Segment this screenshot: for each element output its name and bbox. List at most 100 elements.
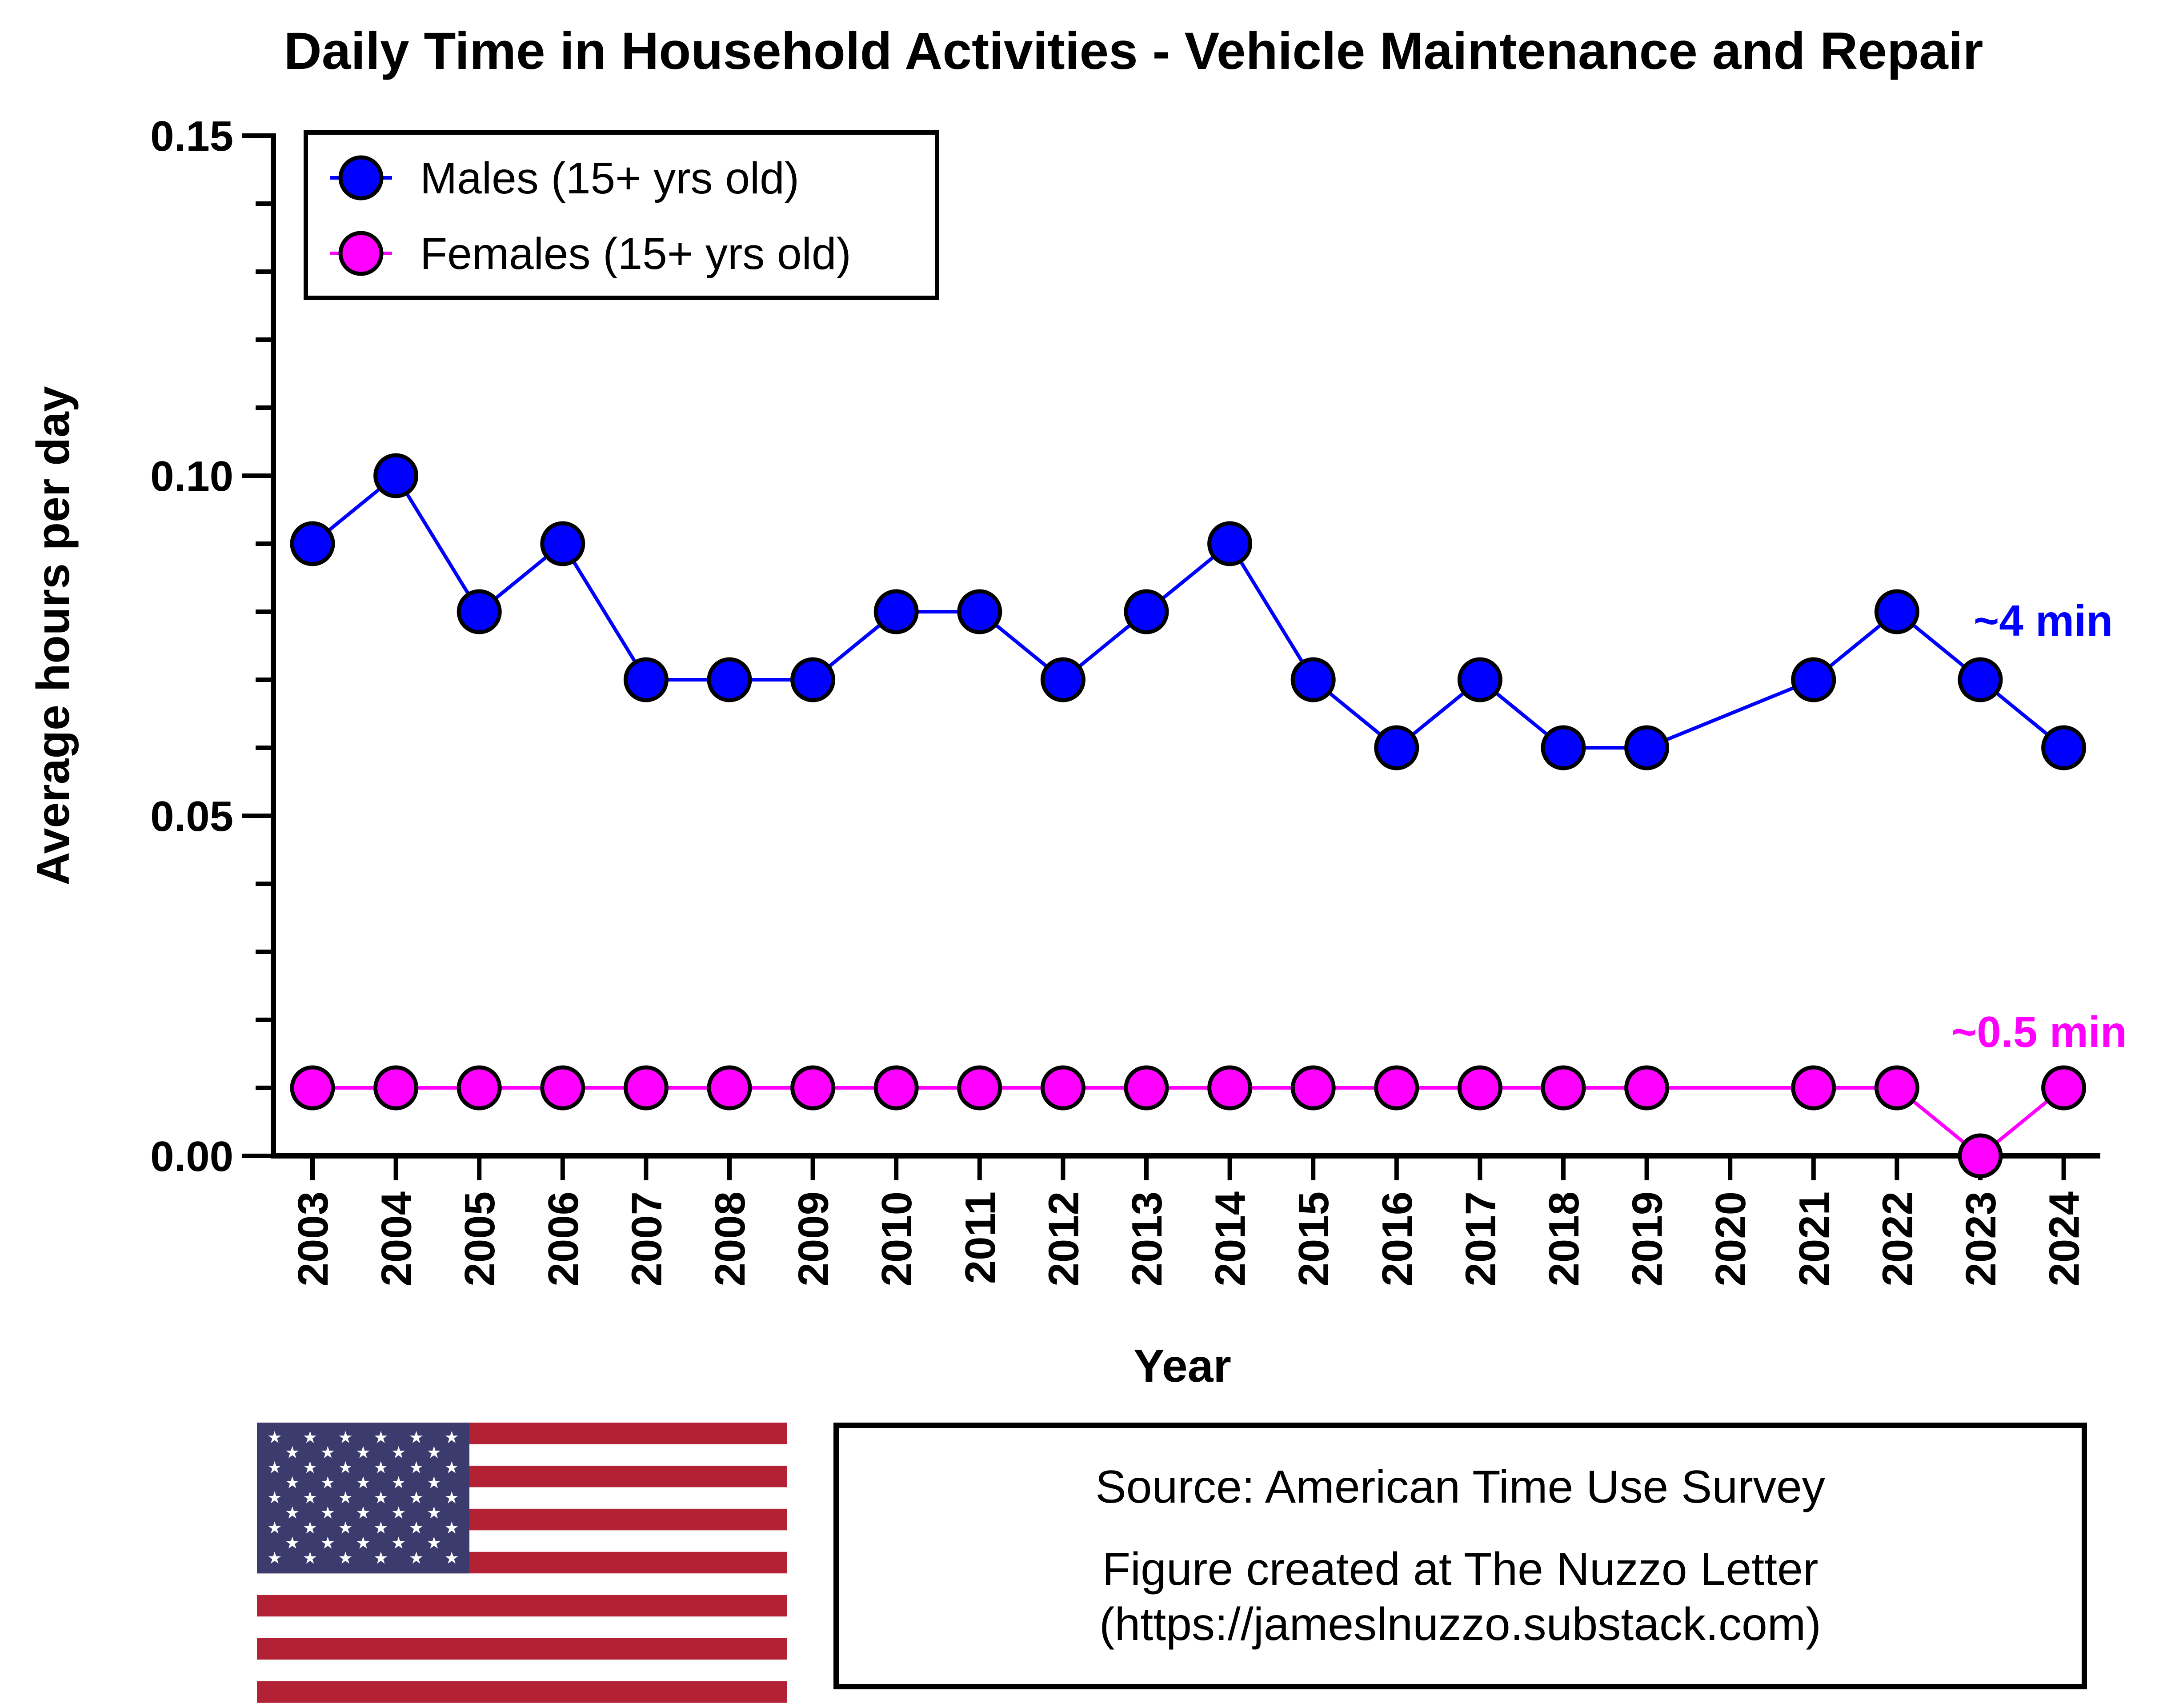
flag-star (304, 1552, 316, 1564)
flag-star (445, 1431, 458, 1443)
flag-star (428, 1536, 441, 1549)
data-point-females (623, 1065, 669, 1111)
x-tick-label: 2007 (623, 1191, 670, 1287)
flag-star (268, 1491, 281, 1504)
flag-star (392, 1536, 405, 1549)
data-point-females (290, 1065, 335, 1111)
flag-canton (257, 1423, 469, 1574)
x-tick-label: 2019 (1624, 1191, 1671, 1287)
flag-star (392, 1446, 405, 1458)
data-point-males (957, 589, 1002, 634)
data-point-males (1124, 589, 1169, 634)
annotation-females: ~0.5 min (1951, 1007, 2127, 1056)
flag-star (356, 1536, 370, 1549)
flag-star (286, 1506, 299, 1519)
data-point-males (540, 521, 585, 566)
chart-title: Daily Time in Household Activities - Veh… (284, 22, 1983, 80)
data-point-females (873, 1065, 919, 1111)
data-point-males (1040, 657, 1086, 702)
data-point-males (290, 521, 335, 566)
data-point-females (1457, 1065, 1502, 1111)
flag-star (304, 1431, 316, 1443)
x-tick-label: 2012 (1040, 1191, 1087, 1287)
x-tick-label: 2005 (456, 1191, 504, 1287)
data-point-females (1040, 1065, 1086, 1111)
flag-star (286, 1536, 299, 1549)
legend-label-females: Females (15+ yrs old) (420, 229, 851, 279)
data-point-females (1958, 1133, 2003, 1179)
data-point-males (873, 589, 919, 634)
x-tick-label: 2009 (790, 1191, 837, 1287)
data-point-males (1457, 657, 1502, 702)
credit-text: Figure created at The Nuzzo Letter (1102, 1543, 1819, 1595)
x-tick-label: 2003 (289, 1191, 337, 1287)
flag-star (339, 1431, 352, 1443)
flag-star (321, 1506, 334, 1519)
flag-star (428, 1506, 441, 1519)
data-point-males (457, 589, 502, 634)
data-point-males (790, 657, 836, 702)
y-tick-label: 0.10 (150, 453, 233, 500)
x-tick-label: 2008 (706, 1191, 754, 1287)
flag-star (356, 1506, 370, 1519)
data-point-males (1791, 657, 1836, 702)
flag-star (356, 1446, 370, 1458)
flag-star (356, 1476, 370, 1488)
y-tick-label: 0.05 (150, 793, 233, 840)
series-layer (290, 453, 2087, 1179)
flag-star (321, 1446, 334, 1458)
data-point-males (707, 657, 752, 702)
x-tick-label: 2015 (1290, 1191, 1338, 1287)
flag-star (286, 1446, 299, 1458)
flag-star (321, 1476, 334, 1488)
flag-star (339, 1521, 352, 1534)
data-point-females (957, 1065, 1002, 1111)
flag-stripe (257, 1638, 787, 1660)
flag-star (304, 1491, 316, 1504)
flag-star (392, 1476, 405, 1488)
data-point-females (1207, 1065, 1253, 1111)
data-point-males (1624, 725, 1670, 770)
flag-star (374, 1431, 388, 1443)
flag-star (268, 1552, 281, 1564)
data-point-females (1541, 1065, 1586, 1111)
legend-label-males: Males (15+ yrs old) (420, 153, 799, 203)
flag-star (268, 1431, 281, 1443)
series-line-males (311, 473, 2065, 750)
data-point-males (1290, 657, 1336, 702)
annotation-males: ~4 min (1974, 596, 2113, 645)
x-tick-label: 2011 (957, 1191, 1004, 1284)
data-point-females (1290, 1065, 1336, 1111)
flag-star (410, 1431, 423, 1443)
flag-star (428, 1446, 441, 1458)
flag-star (268, 1461, 281, 1473)
flag-star (374, 1461, 388, 1473)
flag-star (374, 1491, 388, 1504)
flag-stripe (257, 1681, 787, 1703)
flag-star (428, 1476, 441, 1488)
x-tick-label: 2022 (1874, 1191, 1921, 1287)
data-point-males (373, 453, 419, 498)
source-box: Source: American Time Use Survey Figure … (833, 1423, 2087, 1689)
data-point-males (1207, 521, 1253, 566)
flag-star (339, 1491, 352, 1504)
source-text: Source: American Time Use Survey (1095, 1461, 1825, 1513)
credit-url: (https://jameslnuzzo.substack.com) (1099, 1599, 1822, 1651)
x-tick-label: 2023 (1957, 1191, 2005, 1287)
flag-star (374, 1552, 388, 1564)
flag-star (445, 1461, 458, 1473)
axes: 0.00 0.05 0.10 0.15 2003 2004 2005 2006 2007 2008… (150, 112, 2100, 1287)
x-tick-label: 2018 (1540, 1191, 1588, 1287)
x-tick-label: 2006 (540, 1191, 587, 1287)
flag-star (268, 1521, 281, 1534)
flag-star (339, 1552, 352, 1564)
flag-star (410, 1521, 423, 1534)
flag-stripe (257, 1595, 787, 1617)
x-tick-label: 2010 (873, 1191, 921, 1287)
x-tick-label: 2014 (1207, 1191, 1254, 1287)
data-point-males (623, 657, 669, 702)
data-point-females (1874, 1065, 1919, 1111)
legend-marker-females (338, 231, 384, 276)
legend-box (304, 130, 939, 300)
data-point-females (1374, 1065, 1419, 1111)
